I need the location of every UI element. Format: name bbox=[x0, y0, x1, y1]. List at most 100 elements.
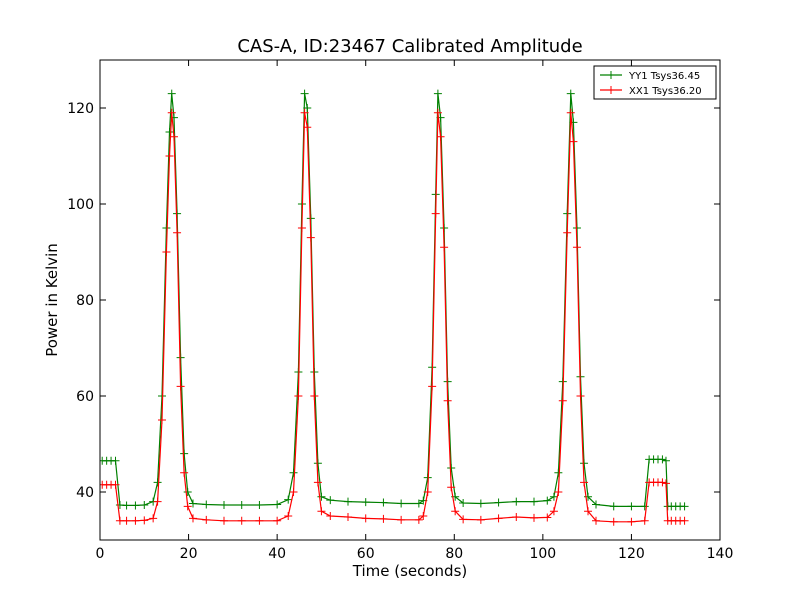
data-point bbox=[543, 496, 552, 505]
data-point bbox=[627, 502, 636, 511]
y-tick-label: 80 bbox=[76, 293, 94, 309]
data-point bbox=[436, 132, 445, 141]
data-point bbox=[313, 459, 322, 468]
series-2 bbox=[100, 108, 689, 526]
y-tick-label: 60 bbox=[76, 389, 94, 405]
data-point bbox=[237, 516, 246, 525]
data-point bbox=[300, 108, 309, 117]
data-point bbox=[512, 497, 521, 506]
data-point bbox=[284, 495, 293, 504]
data-point bbox=[433, 108, 442, 117]
data-point bbox=[440, 243, 449, 252]
data-point bbox=[313, 478, 322, 487]
data-point bbox=[549, 507, 558, 516]
data-point bbox=[580, 478, 589, 487]
data-point bbox=[153, 478, 162, 487]
data-point bbox=[344, 497, 352, 506]
data-point bbox=[592, 516, 600, 525]
data-point bbox=[530, 497, 538, 506]
data-point bbox=[140, 500, 149, 509]
data-point bbox=[202, 500, 211, 509]
data-point bbox=[220, 516, 228, 525]
axis-ticks: 0 20 40 60 80 100 120 140 40 60 80 100 120 bbox=[67, 60, 733, 562]
data-point bbox=[443, 396, 452, 405]
data-point bbox=[326, 512, 335, 520]
data-point bbox=[111, 456, 120, 465]
data-point bbox=[609, 517, 618, 526]
data-point bbox=[122, 516, 131, 525]
data-point bbox=[294, 392, 303, 400]
data-point bbox=[580, 459, 589, 468]
data-point bbox=[183, 502, 192, 511]
data-point bbox=[202, 515, 211, 524]
data-point bbox=[167, 108, 176, 117]
data-point bbox=[289, 468, 298, 477]
data-point bbox=[419, 512, 428, 520]
data-point bbox=[592, 500, 600, 509]
x-tick-label: 140 bbox=[707, 546, 734, 562]
data-point bbox=[122, 501, 131, 510]
data-point bbox=[303, 104, 312, 112]
data-point bbox=[255, 516, 264, 525]
data-point bbox=[173, 228, 182, 237]
data-point bbox=[289, 488, 298, 496]
data-point bbox=[566, 89, 575, 98]
legend: YY1 Tsys36.45 XX1 Tsys36.20 bbox=[593, 65, 717, 100]
data-point bbox=[554, 488, 563, 496]
data-point bbox=[111, 480, 120, 489]
data-point bbox=[344, 512, 352, 521]
legend-box bbox=[593, 65, 717, 100]
data-point bbox=[361, 514, 370, 523]
data-point bbox=[131, 501, 140, 510]
data-point bbox=[558, 396, 567, 405]
data-point bbox=[158, 416, 166, 424]
data-point bbox=[661, 456, 670, 465]
data-point bbox=[140, 516, 149, 525]
plot-area bbox=[100, 89, 689, 526]
data-point bbox=[255, 500, 264, 509]
data-point bbox=[476, 515, 485, 524]
x-tick-label: 20 bbox=[180, 546, 198, 562]
chart-title: CAS-A, ID:23467 Calibrated Amplitude bbox=[237, 36, 582, 57]
data-point bbox=[306, 233, 315, 242]
data-point bbox=[680, 502, 689, 511]
data-point bbox=[459, 515, 468, 524]
data-point bbox=[310, 392, 319, 400]
legend-label: XX1 Tsys36.20 bbox=[629, 86, 702, 97]
data-point bbox=[162, 224, 171, 232]
data-point bbox=[447, 483, 456, 492]
x-tick-label: 80 bbox=[445, 546, 463, 562]
y-tick-label: 40 bbox=[76, 485, 94, 501]
x-tick-label: 120 bbox=[618, 546, 645, 562]
data-point bbox=[530, 513, 538, 522]
data-point bbox=[609, 502, 618, 511]
data-point bbox=[165, 128, 174, 136]
data-point bbox=[627, 517, 636, 526]
y-axis-label: Power in Kelvin bbox=[43, 243, 61, 357]
data-point bbox=[237, 500, 246, 509]
data-point bbox=[153, 497, 162, 506]
data-point bbox=[189, 514, 197, 523]
data-point bbox=[554, 468, 563, 477]
data-point bbox=[566, 108, 575, 117]
data-point bbox=[176, 382, 185, 391]
x-tick-label: 40 bbox=[268, 546, 286, 562]
data-point bbox=[379, 498, 388, 507]
data-point bbox=[180, 449, 189, 458]
data-point bbox=[300, 89, 309, 98]
data-point bbox=[512, 512, 521, 521]
data-point bbox=[661, 479, 670, 488]
data-point bbox=[326, 496, 335, 505]
data-point bbox=[167, 89, 176, 98]
legend-label: YY1 Tsys36.45 bbox=[628, 71, 700, 82]
legend-marker bbox=[607, 71, 615, 79]
data-point bbox=[189, 499, 197, 508]
data-point bbox=[220, 500, 228, 509]
data-point bbox=[572, 243, 581, 252]
data-point bbox=[414, 499, 423, 508]
data-point bbox=[169, 132, 178, 141]
data-point bbox=[658, 455, 667, 464]
data-point bbox=[131, 516, 140, 525]
data-point bbox=[569, 137, 578, 146]
